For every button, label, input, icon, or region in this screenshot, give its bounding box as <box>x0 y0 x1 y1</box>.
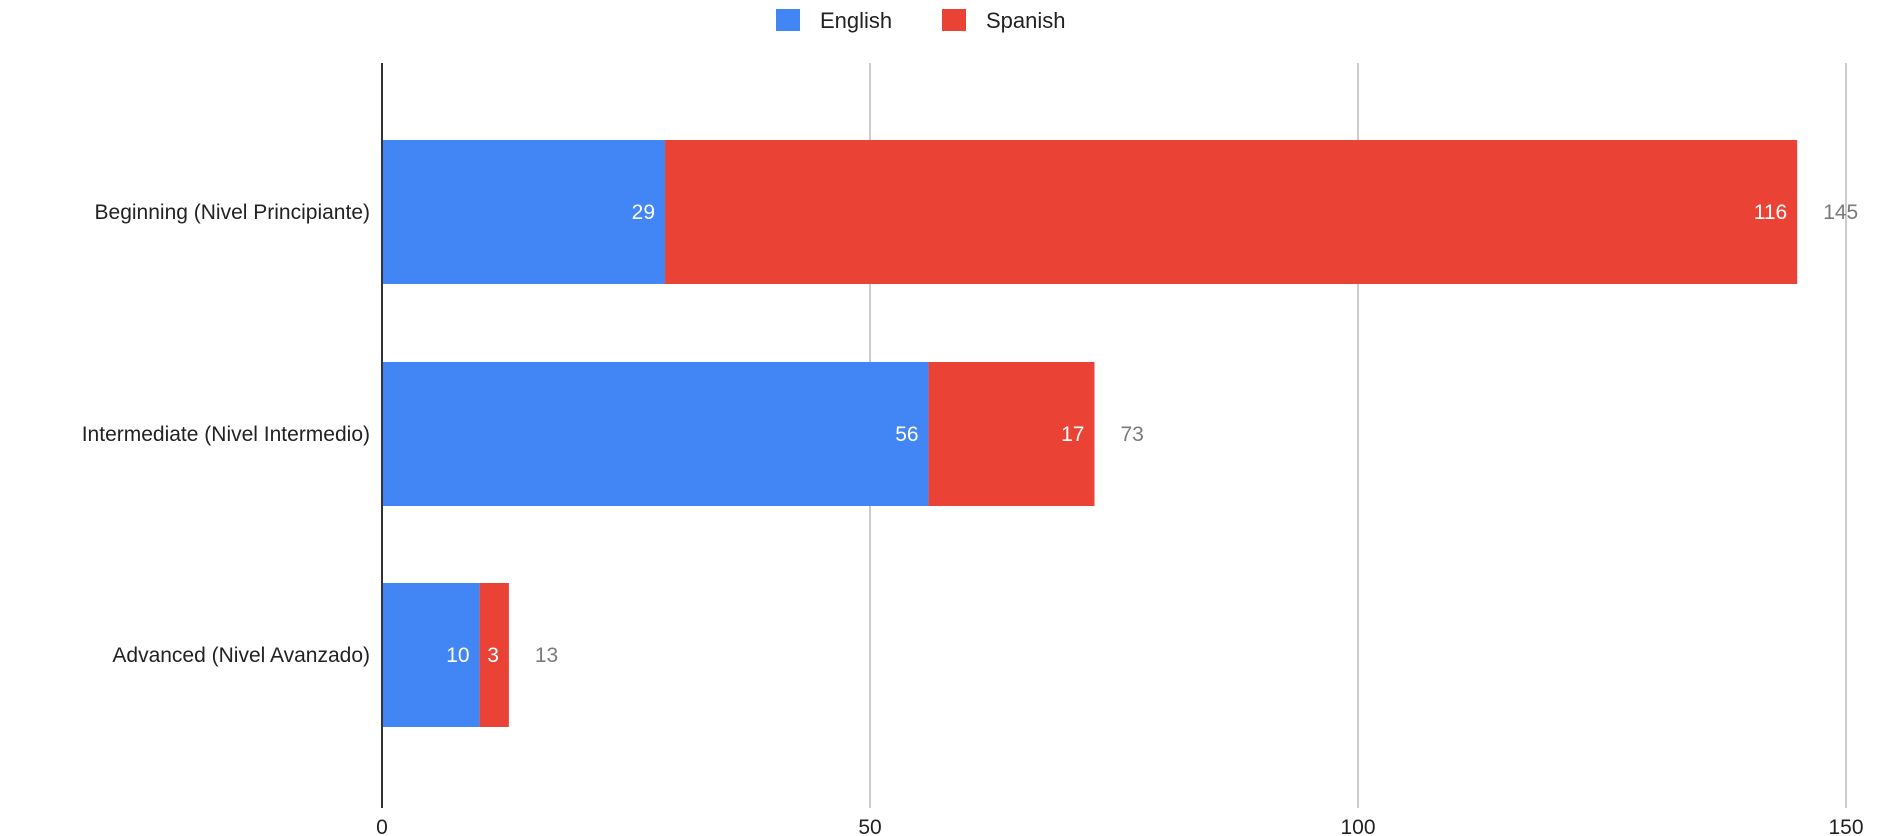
bar-english-2 <box>382 583 480 727</box>
bar-english-0 <box>382 140 666 284</box>
category-label-0: Beginning (Nivel Principiante) <box>95 201 370 224</box>
bar-label-spanish-1: 17 <box>1061 423 1084 446</box>
bar-label-spanish-0: 116 <box>1754 201 1787 224</box>
legend-swatch-spanish <box>942 9 966 31</box>
bar-spanish-2 <box>479 583 509 727</box>
total-labels: 145 73 13 <box>535 201 1858 667</box>
bars <box>382 140 1798 727</box>
x-tick-label-0: 0 <box>376 816 388 836</box>
legend-swatch-english <box>776 9 800 31</box>
x-tick-label-50: 50 <box>858 816 881 836</box>
legend-item-english: English <box>776 8 892 33</box>
x-tick-label-100: 100 <box>1340 816 1375 836</box>
x-axis-ticks: 0 50 100 150 <box>376 816 1863 836</box>
total-label-2: 13 <box>535 644 558 667</box>
category-label-2: Advanced (Nivel Avanzado) <box>112 644 370 667</box>
total-label-0: 145 <box>1823 201 1858 224</box>
legend-label-english: English <box>820 8 892 33</box>
total-label-1: 73 <box>1120 423 1143 446</box>
bar-label-english-1: 56 <box>895 423 918 446</box>
bar-spanish-0 <box>665 140 1798 284</box>
legend-item-spanish: Spanish <box>942 8 1066 33</box>
bar-english-1 <box>382 362 929 506</box>
category-labels: Beginning (Nivel Principiante) Intermedia… <box>82 201 370 667</box>
bar-label-english-2: 10 <box>446 644 469 667</box>
segment-labels: 29 116 56 17 10 3 <box>446 201 1787 667</box>
bar-spanish-1 <box>928 362 1095 506</box>
bar-label-spanish-2: 3 <box>487 644 499 667</box>
x-tick-label-150: 150 <box>1828 816 1863 836</box>
category-label-1: Intermediate (Nivel Intermedio) <box>82 423 370 446</box>
legend-label-spanish: Spanish <box>986 8 1066 33</box>
legend: English Spanish <box>776 8 1066 33</box>
bar-label-english-0: 29 <box>632 201 655 224</box>
